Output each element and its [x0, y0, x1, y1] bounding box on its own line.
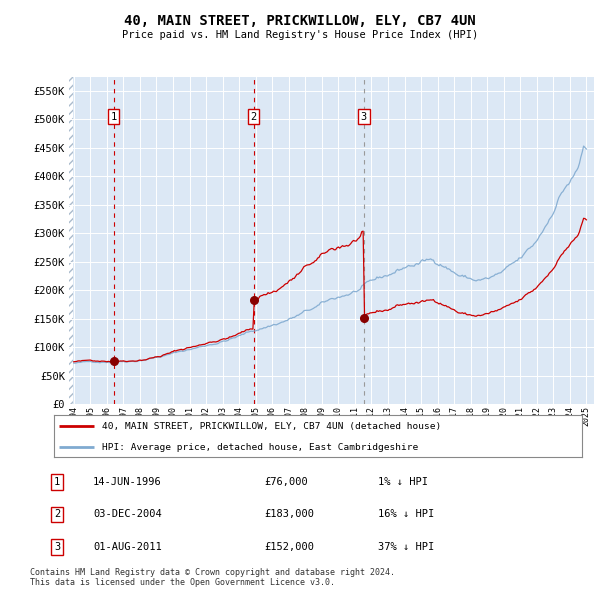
Text: 40, MAIN STREET, PRICKWILLOW, ELY, CB7 4UN: 40, MAIN STREET, PRICKWILLOW, ELY, CB7 4…	[124, 14, 476, 28]
Text: 14-JUN-1996: 14-JUN-1996	[93, 477, 162, 487]
Text: 01-AUG-2011: 01-AUG-2011	[93, 542, 162, 552]
Text: 3: 3	[54, 542, 60, 552]
Text: HPI: Average price, detached house, East Cambridgeshire: HPI: Average price, detached house, East…	[101, 442, 418, 451]
Text: This data is licensed under the Open Government Licence v3.0.: This data is licensed under the Open Gov…	[30, 578, 335, 588]
Text: 1: 1	[110, 112, 117, 122]
Text: Price paid vs. HM Land Registry's House Price Index (HPI): Price paid vs. HM Land Registry's House …	[122, 31, 478, 40]
Text: £183,000: £183,000	[264, 510, 314, 519]
Text: 16% ↓ HPI: 16% ↓ HPI	[378, 510, 434, 519]
Text: 1% ↓ HPI: 1% ↓ HPI	[378, 477, 428, 487]
Text: 1: 1	[54, 477, 60, 487]
Text: Contains HM Land Registry data © Crown copyright and database right 2024.: Contains HM Land Registry data © Crown c…	[30, 568, 395, 577]
Text: 03-DEC-2004: 03-DEC-2004	[93, 510, 162, 519]
Text: £76,000: £76,000	[264, 477, 308, 487]
Bar	[69, 77, 73, 404]
Text: 2: 2	[251, 112, 257, 122]
Text: £152,000: £152,000	[264, 542, 314, 552]
Text: 40, MAIN STREET, PRICKWILLOW, ELY, CB7 4UN (detached house): 40, MAIN STREET, PRICKWILLOW, ELY, CB7 4…	[101, 422, 441, 431]
Text: 37% ↓ HPI: 37% ↓ HPI	[378, 542, 434, 552]
Text: 2: 2	[54, 510, 60, 519]
Text: 3: 3	[361, 112, 367, 122]
